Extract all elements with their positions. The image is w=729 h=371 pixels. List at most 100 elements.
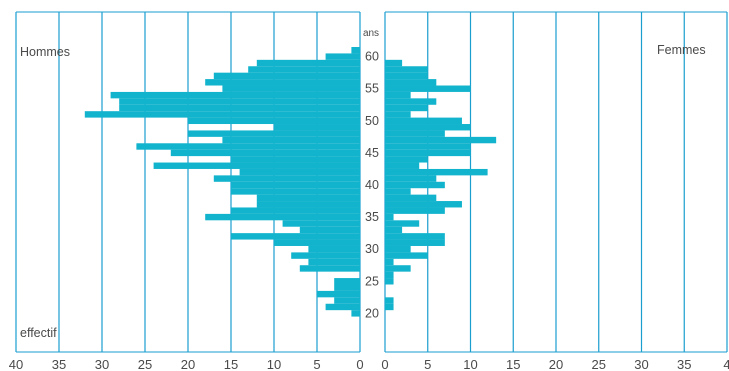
bar-hommes-age-41 xyxy=(213,175,360,182)
bar-hommes-age-28 xyxy=(308,258,360,266)
bar-hommes-age-47 xyxy=(222,136,360,144)
right-axis-tick: 5 xyxy=(424,357,431,371)
right-axis-tick: 0 xyxy=(381,357,388,371)
bar-hommes-age-53 xyxy=(119,98,360,105)
left-axis-tick: 10 xyxy=(267,357,281,371)
bar-hommes-age-45 xyxy=(170,149,360,157)
bar-hommes-age-42 xyxy=(239,168,360,176)
age-tick: 50 xyxy=(365,114,379,128)
count-axis-label: effectif xyxy=(20,326,57,340)
bar-hommes-age-31 xyxy=(274,239,360,246)
bar-femmes-age-48 xyxy=(385,130,445,137)
right-axis-tick: 25 xyxy=(592,357,606,371)
bar-hommes-age-25 xyxy=(334,278,360,285)
age-tick: 30 xyxy=(365,242,379,256)
age-tick: 60 xyxy=(365,50,379,64)
left-axis-tick: 35 xyxy=(52,357,66,371)
left-axis-tick: 5 xyxy=(313,357,320,371)
bar-hommes-age-30 xyxy=(308,245,360,253)
bar-femmes-age-51 xyxy=(385,111,411,118)
bar-hommes-age-33 xyxy=(299,226,360,234)
bar-femmes-age-39 xyxy=(385,188,411,195)
bar-femmes-age-25 xyxy=(385,278,394,285)
left-axis-tick: 15 xyxy=(224,357,238,371)
bar-hommes-age-39 xyxy=(231,188,360,195)
left-axis-tick: 0 xyxy=(356,357,363,371)
right-axis-tick: 35 xyxy=(677,357,691,371)
bar-femmes-age-42 xyxy=(385,168,488,176)
right-panel-label: Femmes xyxy=(657,43,706,57)
left-axis-tick: 25 xyxy=(138,357,152,371)
bar-femmes-age-41 xyxy=(385,175,437,182)
right-axis-tick: 4 xyxy=(723,357,729,371)
bar-femmes-age-58 xyxy=(385,66,428,73)
bar-hommes-age-22 xyxy=(334,297,360,304)
bar-hommes-age-40 xyxy=(231,181,360,189)
bar-femmes-age-45 xyxy=(385,149,471,157)
bar-femmes-age-27 xyxy=(385,265,411,272)
bar-femmes-age-33 xyxy=(385,226,403,234)
bar-hommes-age-51 xyxy=(84,111,361,118)
bar-femmes-age-53 xyxy=(385,98,437,105)
bar-femmes-age-21 xyxy=(385,303,394,311)
bar-hommes-age-56 xyxy=(205,79,360,86)
bar-femmes-age-57 xyxy=(385,72,428,80)
age-tick: 45 xyxy=(365,146,379,160)
bar-femmes-age-28 xyxy=(385,258,394,266)
bar-femmes-age-35 xyxy=(385,213,394,221)
bar-femmes-age-46 xyxy=(385,143,471,150)
bar-hommes-age-20 xyxy=(351,310,360,317)
bar-femmes-age-38 xyxy=(385,194,437,202)
bar-hommes-age-32 xyxy=(231,233,360,240)
bar-hommes-age-60 xyxy=(325,53,360,60)
right-axis-tick: 20 xyxy=(549,357,563,371)
age-unit-label: ans xyxy=(363,28,379,39)
left-panel-label: Hommes xyxy=(20,45,70,59)
bar-hommes-age-49 xyxy=(274,124,360,131)
bar-hommes-age-55 xyxy=(222,85,360,92)
chart-axis-labels: Hommes Femmes effectif ans 40 35 30 25 20 15 1… xyxy=(9,28,729,371)
bar-hommes-age-37 xyxy=(256,201,360,208)
age-tick: 20 xyxy=(365,306,379,320)
bar-femmes-age-56 xyxy=(385,79,437,86)
chart-bars xyxy=(84,47,497,317)
bar-femmes-age-44 xyxy=(385,156,428,163)
bar-femmes-age-49 xyxy=(385,124,471,131)
bar-hommes-age-57 xyxy=(213,72,360,80)
left-axis-tick: 30 xyxy=(95,357,109,371)
bar-femmes-age-26 xyxy=(385,271,394,279)
bar-hommes-age-21 xyxy=(325,303,360,311)
bar-hommes-age-54 xyxy=(110,91,360,99)
bar-femmes-age-59 xyxy=(385,59,403,67)
right-axis-tick: 30 xyxy=(634,357,648,371)
bar-hommes-age-27 xyxy=(299,265,360,272)
bar-hommes-age-58 xyxy=(248,66,360,73)
bar-hommes-age-35 xyxy=(205,213,360,221)
bar-femmes-age-34 xyxy=(385,220,420,227)
bar-hommes-age-59 xyxy=(256,59,360,67)
right-axis-tick: 15 xyxy=(506,357,520,371)
bar-femmes-age-36 xyxy=(385,207,445,214)
bar-femmes-age-37 xyxy=(385,201,462,208)
right-axis-tick: 10 xyxy=(463,357,477,371)
bar-femmes-age-55 xyxy=(385,85,471,92)
bar-femmes-age-43 xyxy=(385,162,420,169)
left-axis-tick: 40 xyxy=(9,357,23,371)
bar-femmes-age-52 xyxy=(385,104,428,112)
bar-hommes-age-24 xyxy=(334,284,360,291)
bar-hommes-age-23 xyxy=(317,290,360,298)
bar-femmes-age-32 xyxy=(385,233,445,240)
bar-hommes-age-52 xyxy=(119,104,360,112)
bar-hommes-age-38 xyxy=(256,194,360,202)
bar-femmes-age-22 xyxy=(385,297,394,304)
bar-femmes-age-29 xyxy=(385,252,428,259)
bar-hommes-age-29 xyxy=(291,252,360,259)
bar-hommes-age-50 xyxy=(188,117,360,125)
bar-femmes-age-50 xyxy=(385,117,462,125)
bar-femmes-age-40 xyxy=(385,181,445,189)
age-tick: 55 xyxy=(365,82,379,96)
age-tick: 35 xyxy=(365,210,379,224)
bar-hommes-age-34 xyxy=(282,220,360,227)
left-axis-tick: 20 xyxy=(181,357,195,371)
